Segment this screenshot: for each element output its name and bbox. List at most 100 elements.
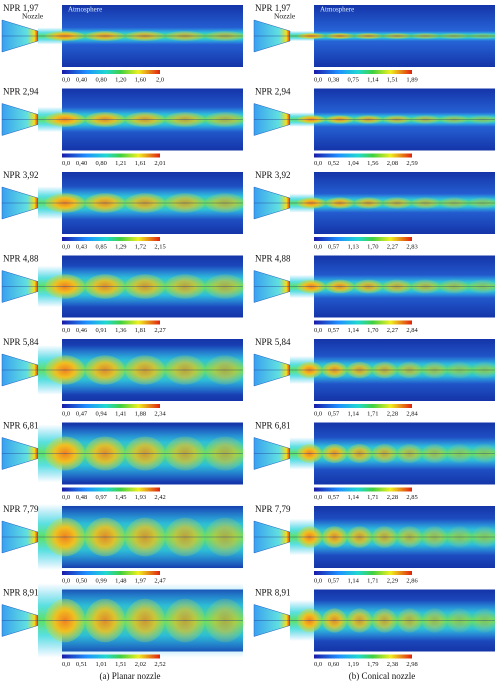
- scale-label: 2,98: [406, 661, 417, 668]
- color-bar: [62, 571, 160, 575]
- scale-label: 1,70: [367, 243, 378, 250]
- color-bar: [314, 320, 412, 325]
- scale-label: 0,57: [328, 577, 340, 584]
- scale-label: 2,29: [387, 577, 398, 584]
- npr-label: NPR 3,92: [255, 170, 291, 180]
- scale-label: 1,48: [115, 577, 126, 584]
- scale-label: 1,71: [367, 494, 378, 501]
- scale-label: 1,19: [348, 661, 359, 668]
- scale-label: 1,14: [348, 410, 360, 417]
- scale-label: 0,80: [96, 76, 107, 83]
- scale-label: 0,52: [328, 160, 339, 167]
- scale-label: 0,0: [314, 160, 322, 167]
- npr-label: NPR 1,97: [3, 3, 39, 13]
- npr-label: NPR 4,88: [255, 254, 291, 264]
- color-bar: [314, 237, 412, 241]
- scale-label: 2,38: [387, 661, 398, 668]
- scale-label: 1,29: [115, 243, 126, 250]
- scale-label: 2,15: [154, 243, 165, 250]
- atmosphere-label: Atmosphere: [320, 6, 354, 14]
- scale-label: 2,84: [406, 410, 418, 417]
- caption: (b) Conical nozzle: [349, 671, 415, 681]
- scale-label: 1,79: [367, 661, 378, 668]
- scale-label: 0,75: [348, 76, 359, 83]
- scale-label: 0,0: [62, 160, 70, 167]
- scale-label: 1,72: [135, 243, 146, 250]
- scale-label: 2,27: [387, 327, 399, 334]
- scale-label: 1,71: [367, 410, 378, 417]
- scale-label: 2,27: [154, 327, 166, 334]
- scale-label: 0,57: [328, 410, 340, 417]
- scale-label: 0,0: [62, 410, 70, 417]
- scale-label: 0,0: [62, 327, 70, 334]
- color-bar: [62, 654, 160, 659]
- color-bar: [314, 654, 412, 659]
- scale-label: 0,0: [314, 76, 322, 83]
- scale-label: 2,02: [135, 661, 146, 668]
- scale-label: 0,50: [76, 577, 87, 584]
- scale-label: 0,40: [76, 160, 87, 167]
- npr-label: NPR 8,91: [3, 588, 39, 598]
- scale-label: 0,94: [96, 410, 108, 417]
- scale-label: 2,85: [406, 494, 417, 501]
- color-bar: [314, 404, 412, 408]
- scale-label: 1,61: [135, 160, 146, 167]
- scale-label: 1,70: [367, 327, 378, 334]
- color-bar: [62, 404, 160, 408]
- scale-label: 2,27: [387, 243, 399, 250]
- scale-label: 2,59: [406, 160, 417, 167]
- scale-label: 0,48: [76, 494, 87, 501]
- scale-label: 0,97: [96, 494, 108, 501]
- scale-label: 0,60: [328, 661, 339, 668]
- scale-label: 1,14: [348, 494, 360, 501]
- scale-label: 0,0: [314, 243, 322, 250]
- atmosphere-label: Atmosphere: [68, 6, 102, 14]
- scale-label: 2,01: [154, 160, 165, 167]
- npr-label: NPR 3,92: [3, 170, 39, 180]
- scale-label: 2,84: [406, 327, 418, 334]
- scale-label: 0,0: [62, 577, 70, 584]
- npr-label: NPR 7,79: [3, 504, 39, 514]
- scale-label: 1,89: [406, 76, 417, 83]
- color-bar: [314, 153, 412, 158]
- scale-label: 0,0: [314, 661, 322, 668]
- npr-label: NPR 5,84: [255, 337, 291, 347]
- scale-label: 0,47: [76, 410, 88, 417]
- npr-label: NPR 8,91: [255, 588, 291, 598]
- scale-label: 0,0: [62, 494, 70, 501]
- scale-label: 2,47: [154, 577, 166, 584]
- color-bar: [314, 70, 412, 74]
- scale-label: 2,52: [154, 661, 165, 668]
- npr-label: NPR 5,84: [3, 337, 39, 347]
- scale-label: 1,20: [115, 76, 126, 83]
- nozzle-label: Nozzle: [274, 12, 296, 21]
- scale-label: 0,57: [328, 243, 340, 250]
- scale-label: 1,04: [348, 160, 360, 167]
- npr-label: NPR 2,94: [3, 87, 39, 97]
- scale-label: 1,60: [135, 76, 146, 83]
- scale-label: 2,28: [387, 494, 398, 501]
- color-bar: [62, 70, 160, 74]
- color-bar: [62, 320, 160, 325]
- scale-label: 0,0: [314, 494, 322, 501]
- scale-label: 1,88: [135, 410, 146, 417]
- scale-label: 0,57: [328, 327, 340, 334]
- scale-label: 1,97: [135, 577, 147, 584]
- color-bar: [62, 153, 160, 158]
- scale-label: 1,36: [115, 327, 127, 334]
- scale-label: 0,85: [96, 243, 107, 250]
- scale-label: 0,0: [314, 327, 322, 334]
- color-bar: [62, 237, 160, 241]
- scale-label: 0,57: [328, 494, 340, 501]
- scale-label: 0,51: [76, 661, 87, 668]
- scale-label: 0,40: [76, 76, 87, 83]
- scale-label: 1,51: [115, 661, 126, 668]
- scale-label: 2,42: [154, 494, 165, 501]
- scale-label: 2,86: [406, 577, 418, 584]
- scale-label: 0,0: [314, 410, 322, 417]
- scale-label: 1,01: [96, 661, 107, 668]
- npr-label: NPR 1,97: [255, 3, 291, 13]
- npr-label: NPR 7,79: [255, 504, 291, 514]
- scale-label: 1,71: [367, 577, 378, 584]
